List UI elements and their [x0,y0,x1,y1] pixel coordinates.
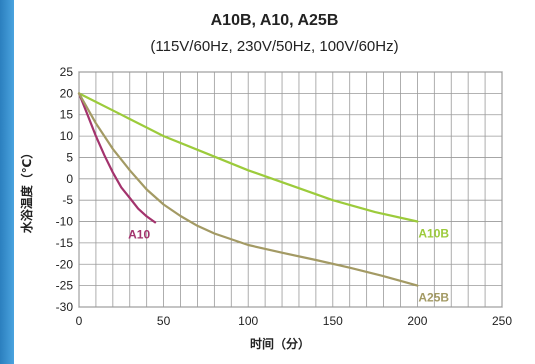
x-axis-title: 时间（分） [250,336,310,351]
grid [78,71,503,308]
y-tick-label: -10 [56,215,74,229]
y-tick-label: 10 [60,129,74,143]
x-tick-label: 150 [323,314,343,328]
y-tick-label: 5 [66,150,73,164]
chart-title: A10B, A10, A25B [210,12,339,29]
y-tick-label: -5 [62,193,73,207]
series-label-a25b: A25B [418,291,449,305]
y-tick-label: 0 [66,172,73,186]
left-edge-decoration [0,0,14,364]
series-lines [77,92,419,287]
y-axis-title: 水浴温度（℃） [19,147,34,234]
x-tick-label: 250 [492,314,512,328]
y-tick-label: -30 [56,300,74,314]
y-tick-label: 20 [60,86,74,100]
series-label-a10: A10 [128,227,150,241]
y-tick-label: -20 [56,257,74,271]
x-tick-label: 0 [76,314,83,328]
y-tick-label: -15 [56,236,74,250]
series-line-a25b [77,92,419,287]
y-tick-label: 15 [60,108,74,122]
x-tick-label: 100 [238,314,258,328]
chart-subtitle: (115V/60Hz, 230V/50Hz, 100V/60Hz) [150,38,399,55]
plot-area [78,71,503,308]
series-line-a10 [77,92,157,224]
series-labels: A10 A10B A25B [128,227,449,305]
y-tick-label: -25 [56,279,74,293]
x-tick-label: 200 [407,314,427,328]
x-tick-label: 50 [157,314,171,328]
series-line-a10b [77,92,419,223]
y-tick-label: 25 [60,65,74,79]
series-label-a10b: A10B [418,227,449,241]
